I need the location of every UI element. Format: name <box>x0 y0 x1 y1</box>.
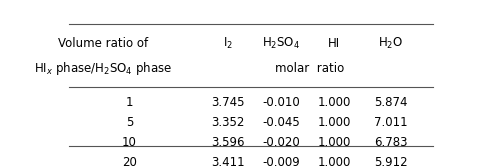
Text: 1.000: 1.000 <box>317 156 350 167</box>
Text: molar  ratio: molar ratio <box>274 62 343 75</box>
Text: I$_2$: I$_2$ <box>223 36 232 51</box>
Text: 3.352: 3.352 <box>211 116 244 129</box>
Text: 1: 1 <box>125 96 133 109</box>
Text: 5: 5 <box>125 116 133 129</box>
Text: HI: HI <box>327 37 339 50</box>
Text: 1.000: 1.000 <box>317 136 350 149</box>
Text: 6.783: 6.783 <box>373 136 407 149</box>
Text: 5.912: 5.912 <box>373 156 407 167</box>
Text: -0.045: -0.045 <box>262 116 299 129</box>
Text: -0.009: -0.009 <box>262 156 299 167</box>
Text: 5.874: 5.874 <box>373 96 407 109</box>
Text: H$_2$SO$_4$: H$_2$SO$_4$ <box>262 36 299 51</box>
Text: 20: 20 <box>122 156 137 167</box>
Text: 1.000: 1.000 <box>317 96 350 109</box>
Text: 3.745: 3.745 <box>211 96 244 109</box>
Text: -0.010: -0.010 <box>262 96 299 109</box>
Text: H$_2$O: H$_2$O <box>378 36 403 51</box>
Text: -0.020: -0.020 <box>262 136 299 149</box>
Text: 3.596: 3.596 <box>211 136 244 149</box>
Text: 3.411: 3.411 <box>211 156 244 167</box>
Text: HI$_x$ phase/H$_2$SO$_4$ phase: HI$_x$ phase/H$_2$SO$_4$ phase <box>34 60 171 77</box>
Text: 10: 10 <box>122 136 137 149</box>
Text: 1.000: 1.000 <box>317 116 350 129</box>
Text: 7.011: 7.011 <box>373 116 407 129</box>
Text: Volume ratio of: Volume ratio of <box>58 37 147 50</box>
